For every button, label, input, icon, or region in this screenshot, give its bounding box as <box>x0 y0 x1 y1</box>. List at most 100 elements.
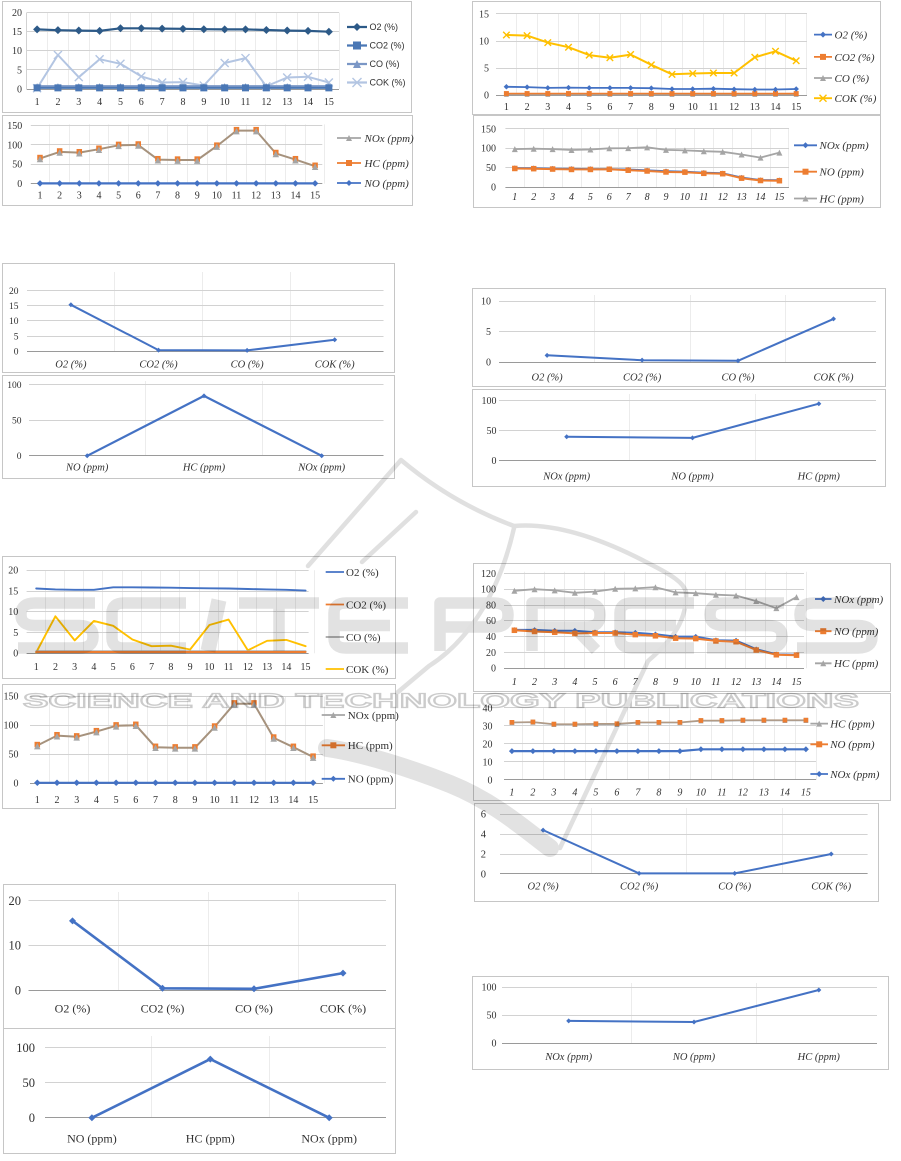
svg-text:15: 15 <box>791 102 801 113</box>
svg-text:15: 15 <box>324 97 334 108</box>
svg-text:100: 100 <box>481 144 496 155</box>
svg-text:5: 5 <box>14 332 19 342</box>
svg-text:40: 40 <box>483 703 493 714</box>
svg-text:HC (ppm): HC (ppm) <box>797 472 841 483</box>
svg-text:0: 0 <box>17 179 22 190</box>
svg-text:0: 0 <box>14 348 19 358</box>
svg-text:20: 20 <box>12 8 22 19</box>
svg-text:0: 0 <box>492 456 497 467</box>
svg-text:9: 9 <box>195 191 200 202</box>
svg-text:7: 7 <box>155 191 160 202</box>
svg-text:5: 5 <box>486 327 491 338</box>
svg-text:30: 30 <box>483 721 493 732</box>
svg-text:20: 20 <box>9 894 22 908</box>
svg-text:5: 5 <box>484 64 489 75</box>
svg-text:2: 2 <box>57 191 62 202</box>
svg-text:2: 2 <box>532 677 537 688</box>
svg-text:8: 8 <box>175 191 180 202</box>
svg-text:15: 15 <box>9 302 19 312</box>
svg-text:COK (%): COK (%) <box>814 373 854 384</box>
svg-text:10: 10 <box>8 607 18 618</box>
svg-text:NOx (ppm): NOx (ppm) <box>542 472 590 483</box>
svg-text:2: 2 <box>481 849 486 860</box>
svg-text:13: 13 <box>282 97 292 108</box>
svg-text:2: 2 <box>530 788 535 799</box>
svg-text:CO2 (%): CO2 (%) <box>835 52 875 64</box>
svg-text:6: 6 <box>139 97 144 108</box>
svg-text:9: 9 <box>201 97 206 108</box>
svg-text:150: 150 <box>4 692 19 703</box>
svg-text:0: 0 <box>491 183 496 194</box>
svg-text:13: 13 <box>737 192 747 203</box>
svg-text:CO (%): CO (%) <box>835 73 870 85</box>
svg-text:COK (%): COK (%) <box>811 881 851 892</box>
svg-text:14: 14 <box>281 662 291 673</box>
svg-text:12: 12 <box>261 97 271 108</box>
svg-text:14: 14 <box>771 677 781 688</box>
svg-text:0: 0 <box>488 775 493 786</box>
svg-text:0: 0 <box>17 84 22 95</box>
svg-text:150: 150 <box>7 121 22 132</box>
svg-text:8: 8 <box>653 677 658 688</box>
svg-text:8: 8 <box>645 192 650 203</box>
svg-text:10: 10 <box>210 795 220 806</box>
svg-text:2: 2 <box>55 795 60 806</box>
svg-text:100: 100 <box>481 585 496 596</box>
svg-text:12: 12 <box>729 102 739 113</box>
svg-text:15: 15 <box>12 27 22 38</box>
svg-text:100: 100 <box>482 983 497 994</box>
svg-text:4: 4 <box>572 788 577 799</box>
svg-text:CO (%): CO (%) <box>346 632 381 644</box>
svg-text:20: 20 <box>9 287 19 297</box>
svg-text:HC (ppm): HC (ppm) <box>364 158 410 170</box>
svg-text:COK (%): COK (%) <box>370 78 406 88</box>
svg-text:5: 5 <box>17 65 22 76</box>
svg-text:4: 4 <box>569 192 574 203</box>
svg-text:20: 20 <box>483 739 493 750</box>
svg-text:NO (ppm): NO (ppm) <box>670 472 714 483</box>
svg-text:10: 10 <box>9 939 22 953</box>
svg-text:NO (ppm): NO (ppm) <box>67 1132 117 1146</box>
svg-text:50: 50 <box>487 426 497 437</box>
svg-text:CO2 (%): CO2 (%) <box>620 881 659 892</box>
svg-text:11: 11 <box>241 97 251 108</box>
svg-text:100: 100 <box>16 1041 35 1055</box>
svg-text:NO (ppm): NO (ppm) <box>672 1052 716 1063</box>
svg-text:10: 10 <box>479 36 489 47</box>
svg-text:12: 12 <box>251 191 261 202</box>
svg-text:10: 10 <box>696 788 706 799</box>
svg-text:1: 1 <box>512 677 517 688</box>
svg-text:5: 5 <box>114 795 119 806</box>
svg-text:12: 12 <box>243 662 253 673</box>
svg-text:3: 3 <box>545 102 550 113</box>
svg-text:NOx (ppm): NOx (ppm) <box>301 1132 357 1146</box>
svg-text:1: 1 <box>512 192 517 203</box>
svg-text:2: 2 <box>531 192 536 203</box>
svg-text:8: 8 <box>649 102 654 113</box>
svg-text:120: 120 <box>481 569 496 580</box>
svg-text:11: 11 <box>232 191 242 202</box>
svg-text:NOx (ppm): NOx (ppm) <box>819 140 870 152</box>
svg-text:15: 15 <box>774 192 784 203</box>
svg-text:SCIENCE AND TECHNOLOGY PUBLICA: SCIENCE AND TECHNOLOGY PUBLICATIONS <box>23 690 859 713</box>
svg-text:0: 0 <box>29 1111 35 1125</box>
svg-text:10: 10 <box>204 662 214 673</box>
svg-text:0: 0 <box>17 452 22 462</box>
svg-text:NOx (ppm): NOx (ppm) <box>348 710 399 722</box>
svg-text:1: 1 <box>35 97 40 108</box>
svg-text:4: 4 <box>91 662 96 673</box>
svg-text:4: 4 <box>96 191 101 202</box>
svg-text:5: 5 <box>587 102 592 113</box>
svg-text:9: 9 <box>664 192 669 203</box>
svg-text:20: 20 <box>8 566 18 577</box>
svg-text:13: 13 <box>750 102 760 113</box>
svg-text:CO2 (%): CO2 (%) <box>370 41 405 51</box>
svg-text:10: 10 <box>220 97 230 108</box>
svg-text:HC (ppm): HC (ppm) <box>819 193 865 205</box>
svg-text:0: 0 <box>13 649 18 660</box>
svg-text:7: 7 <box>635 788 641 799</box>
svg-text:3: 3 <box>550 788 556 799</box>
svg-text:COK (%): COK (%) <box>315 360 355 371</box>
svg-text:4: 4 <box>94 795 99 806</box>
svg-text:HC (ppm): HC (ppm) <box>797 1052 841 1063</box>
